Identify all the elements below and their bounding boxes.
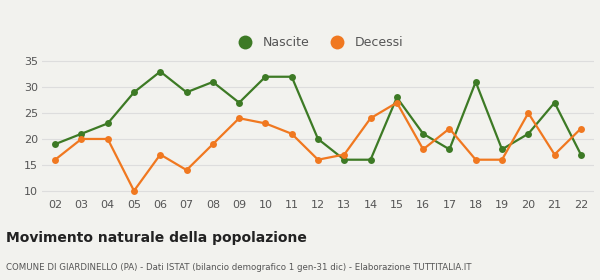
Decessi [157,153,164,156]
Decessi [446,127,453,130]
Decessi [52,158,59,161]
Decessi [262,122,269,125]
Text: Movimento naturale della popolazione: Movimento naturale della popolazione [6,231,307,245]
Nascite [472,80,479,84]
Nascite [419,132,427,136]
Nascite [78,132,85,136]
Legend: Nascite, Decessi: Nascite, Decessi [228,31,408,54]
Text: COMUNE DI GIARDINELLO (PA) - Dati ISTAT (bilancio demografico 1 gen-31 dic) - El: COMUNE DI GIARDINELLO (PA) - Dati ISTAT … [6,263,472,272]
Decessi [524,111,532,115]
Decessi [288,132,295,136]
Nascite [577,153,584,156]
Line: Nascite: Nascite [52,68,584,163]
Nascite [499,148,506,151]
Decessi [367,116,374,120]
Nascite [209,80,217,84]
Nascite [341,158,348,161]
Nascite [288,75,295,78]
Decessi [419,148,427,151]
Nascite [104,122,112,125]
Decessi [183,168,190,172]
Decessi [499,158,506,161]
Decessi [78,137,85,141]
Decessi [577,127,584,130]
Nascite [446,148,453,151]
Decessi [314,158,322,161]
Nascite [183,91,190,94]
Nascite [314,137,322,141]
Decessi [209,143,217,146]
Nascite [393,96,400,99]
Decessi [341,153,348,156]
Nascite [524,132,532,136]
Nascite [157,70,164,73]
Nascite [551,101,558,104]
Nascite [367,158,374,161]
Decessi [472,158,479,161]
Decessi [236,116,243,120]
Decessi [130,189,137,192]
Decessi [551,153,558,156]
Nascite [52,143,59,146]
Decessi [104,137,112,141]
Nascite [262,75,269,78]
Nascite [236,101,243,104]
Line: Decessi: Decessi [52,99,584,194]
Decessi [393,101,400,104]
Nascite [130,91,137,94]
